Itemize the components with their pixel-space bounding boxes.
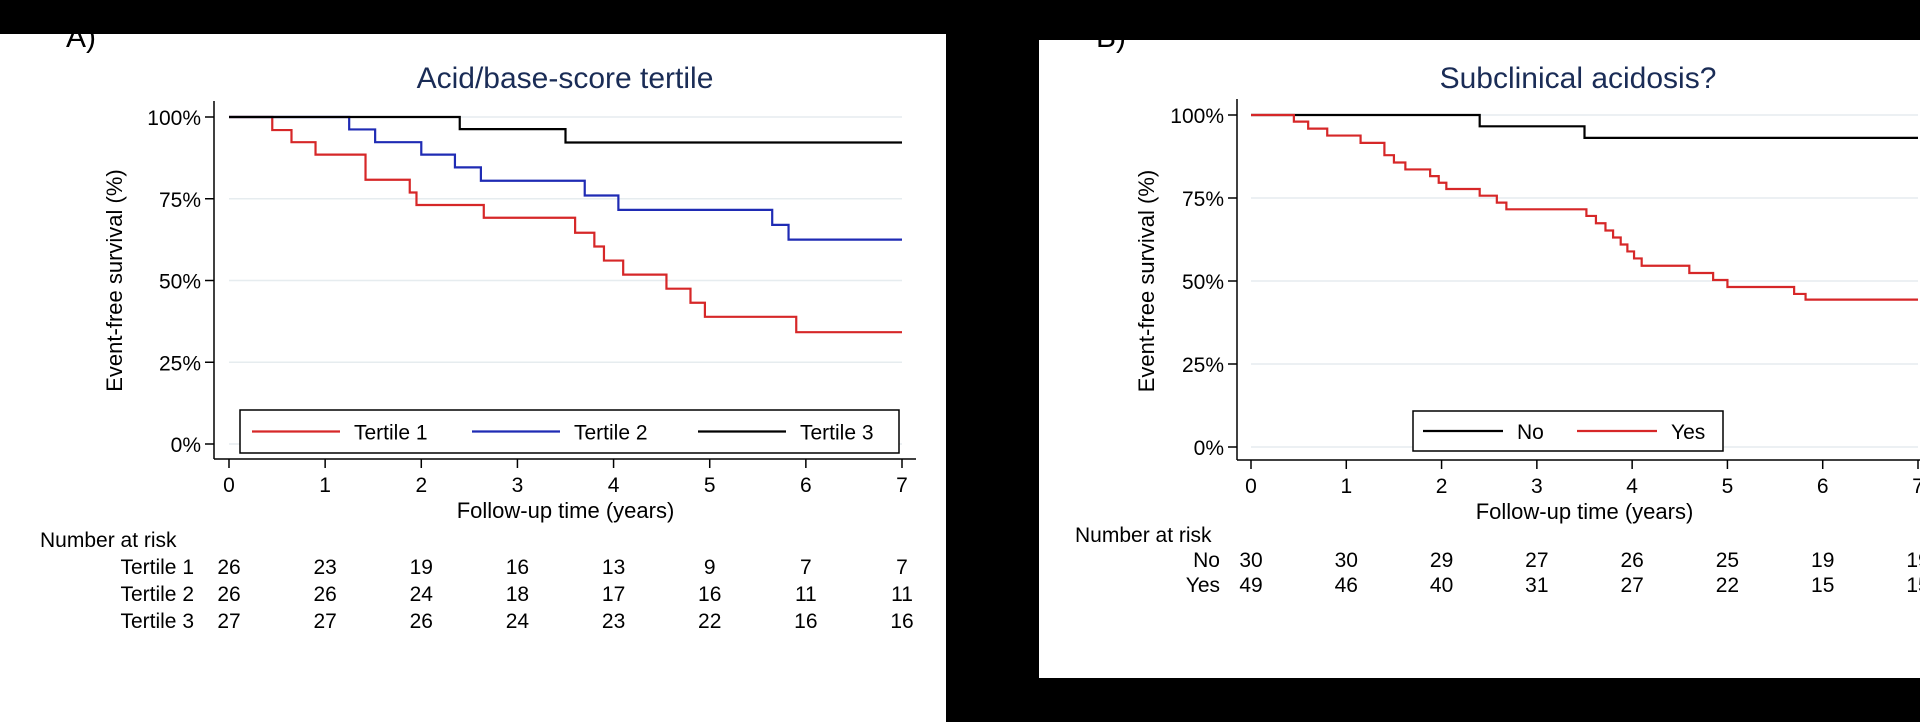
x-tick-label: 6 <box>1817 475 1829 498</box>
risk-value: 17 <box>602 583 625 606</box>
risk-value: 27 <box>313 610 336 633</box>
risk-value: 7 <box>896 556 908 579</box>
chart-title: Acid/base-score tertile <box>417 62 714 95</box>
x-tick-label: 1 <box>1340 475 1352 498</box>
panel-a: A) Acid/base-score tertile 0% 25% 50% 75% 100%… <box>0 34 946 722</box>
y-tick-label: 25% <box>1182 354 1224 377</box>
risk-value: 16 <box>794 610 817 633</box>
risk-value: 27 <box>1620 574 1643 597</box>
series-line-no <box>1251 113 1918 140</box>
x-tick-label: 1 <box>319 474 331 497</box>
survival-chart-a: A) Acid/base-score tertile 0% 25% 50% 75% 100%… <box>40 34 916 633</box>
risk-value: 22 <box>1716 574 1739 597</box>
risk-value: 26 <box>313 583 336 606</box>
risk-value: 16 <box>506 556 529 579</box>
legend-label: No <box>1517 421 1544 444</box>
risk-value: 24 <box>410 583 434 606</box>
risk-value: 30 <box>1239 549 1262 572</box>
x-tick-label: 0 <box>1245 475 1257 498</box>
risk-value: 18 <box>506 583 529 606</box>
risk-value: 23 <box>313 556 336 579</box>
x-tick-label: 2 <box>415 474 427 497</box>
risk-row-label: Tertile 3 <box>120 610 194 633</box>
x-tick-label: 5 <box>704 474 716 497</box>
x-tick-label: 5 <box>1722 475 1734 498</box>
x-tick-label: 2 <box>1436 475 1448 498</box>
risk-value: 24 <box>506 610 530 633</box>
risk-value: 16 <box>698 583 721 606</box>
series-line-yes <box>1251 113 1918 301</box>
risk-row-label: Tertile 1 <box>120 556 194 579</box>
series-line-tertile-1 <box>229 115 902 334</box>
y-tick-label: 25% <box>159 352 201 375</box>
chart-title: Subclinical acidosis? <box>1440 62 1717 95</box>
panel-label: A) <box>66 34 96 54</box>
x-tick-label: 7 <box>896 474 908 497</box>
series-line-tertile-2 <box>229 115 902 241</box>
panel-b: B) Subclinical acidosis? 0% 25% 50% 75% 100% 0 1… <box>1039 40 1920 678</box>
risk-table-title: Number at risk <box>1075 524 1212 547</box>
x-tick-label: 3 <box>512 474 524 497</box>
risk-value: 11 <box>891 583 913 606</box>
risk-value: 26 <box>410 610 433 633</box>
legend-label: Tertile 1 <box>354 422 428 445</box>
risk-value: 9 <box>704 556 716 579</box>
x-tick-label: 0 <box>223 474 235 497</box>
risk-value: 29 <box>1430 549 1453 572</box>
y-tick-label: 50% <box>159 271 201 294</box>
x-tick-label: 6 <box>800 474 812 497</box>
risk-value: 31 <box>1525 574 1548 597</box>
x-tick-label: 7 <box>1912 475 1920 498</box>
risk-value: 13 <box>602 556 625 579</box>
risk-value: 40 <box>1430 574 1453 597</box>
risk-value: 27 <box>217 610 240 633</box>
survival-chart-b: B) Subclinical acidosis? 0% 25% 50% 75% 100% 0 1… <box>1075 40 1920 597</box>
legend-label: Tertile 3 <box>800 422 874 445</box>
risk-value: 19 <box>1811 549 1834 572</box>
y-tick-label: 75% <box>1182 188 1224 211</box>
y-axis-label: Event-free survival (%) <box>1134 170 1159 393</box>
risk-value: 16 <box>890 610 913 633</box>
risk-value: 26 <box>1620 549 1643 572</box>
risk-value: 22 <box>698 610 721 633</box>
y-tick-label: 100% <box>147 107 201 130</box>
risk-value: 26 <box>217 583 240 606</box>
risk-value: 19 <box>1906 549 1920 572</box>
risk-table-title: Number at risk <box>40 529 177 552</box>
risk-value: 30 <box>1335 549 1358 572</box>
x-axis-label: Follow-up time (years) <box>457 498 675 523</box>
legend-box <box>1412 410 1724 452</box>
risk-row-label: Yes <box>1186 574 1220 597</box>
legend-box <box>239 409 900 454</box>
legend-label: Yes <box>1671 421 1705 444</box>
risk-value: 26 <box>217 556 240 579</box>
panel-label: B) <box>1096 40 1126 54</box>
x-tick-label: 3 <box>1531 475 1543 498</box>
y-tick-label: 0% <box>171 434 201 457</box>
y-tick-label: 100% <box>1170 105 1224 128</box>
series-line-tertile-3 <box>229 115 902 144</box>
risk-value: 25 <box>1716 549 1739 572</box>
y-axis-label: Event-free survival (%) <box>102 169 127 392</box>
risk-value: 15 <box>1811 574 1834 597</box>
risk-row-label: Tertile 2 <box>120 583 194 606</box>
y-tick-label: 0% <box>1194 437 1224 460</box>
x-tick-label: 4 <box>608 474 620 497</box>
risk-value: 27 <box>1525 549 1548 572</box>
risk-value: 23 <box>602 610 625 633</box>
risk-value: 46 <box>1335 574 1358 597</box>
y-tick-label: 50% <box>1182 271 1224 294</box>
y-tick-label: 75% <box>159 189 201 212</box>
risk-value: 11 <box>795 583 817 606</box>
risk-value: 19 <box>410 556 433 579</box>
risk-row-label: No <box>1193 549 1220 572</box>
legend-label: Tertile 2 <box>574 422 648 445</box>
x-axis-label: Follow-up time (years) <box>1476 499 1694 524</box>
risk-value: 49 <box>1239 574 1262 597</box>
x-tick-label: 4 <box>1626 475 1638 498</box>
risk-value: 7 <box>800 556 812 579</box>
risk-value: 15 <box>1906 574 1920 597</box>
